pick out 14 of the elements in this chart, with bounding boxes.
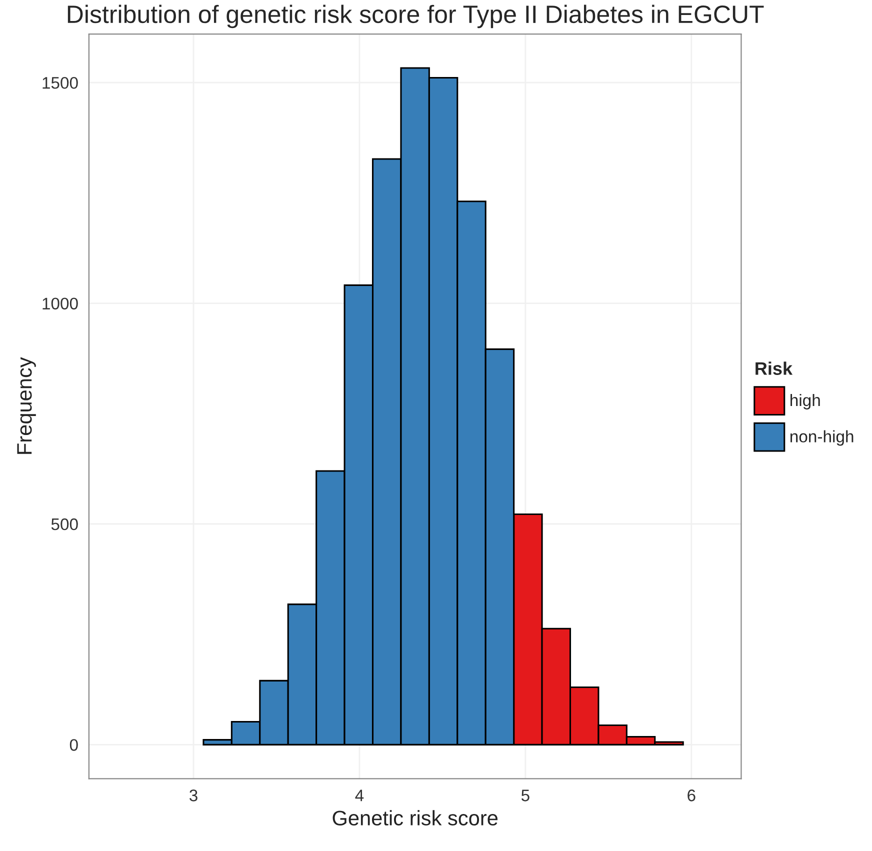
x-tick-label: 6 — [688, 790, 696, 802]
legend-label: high — [790, 394, 820, 410]
x-tick-label: 4 — [355, 790, 364, 802]
x-axis-title: Genetic risk score — [332, 810, 498, 826]
x-tick-label: 3 — [190, 790, 198, 802]
legend-label: non-high — [790, 430, 854, 446]
x-tick-label: 5 — [521, 790, 530, 802]
chart-title: Distribution of genetic risk score for Type II Diabetes in EGCUT — [68, 4, 764, 28]
y-tick-label: 500 — [51, 518, 78, 530]
legend-title: Risk — [756, 362, 793, 375]
y-tick-label: 1500 — [42, 76, 78, 89]
y-axis-title: Frequency — [17, 357, 36, 454]
y-tick-label: 1000 — [42, 298, 78, 310]
y-tick-label: 0 — [70, 739, 78, 751]
